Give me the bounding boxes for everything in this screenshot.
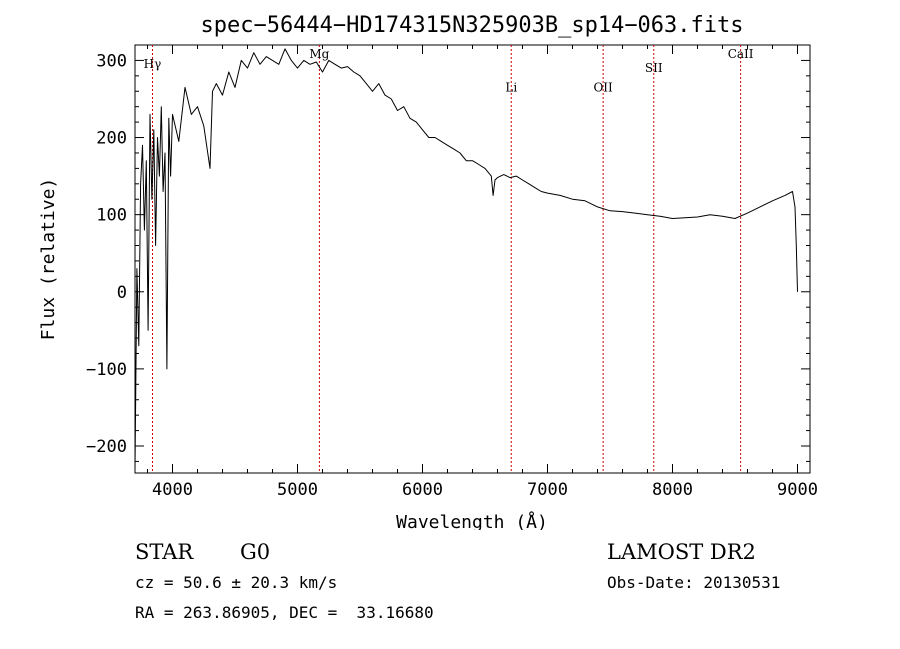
- y-tick-label: 200: [96, 129, 127, 149]
- y-tick-label: 100: [96, 206, 127, 226]
- chart-svg: spec−56444−HD174315N325903B_sp14−063.fit…: [38, 13, 818, 533]
- axis-ticks: 4000 5000 6000 7000 8000 9000 −200 −100 0 100 200 3…: [86, 44, 818, 500]
- x-tick-label: 9000: [777, 480, 818, 500]
- y-axis-label: Flux (relative): [38, 178, 59, 341]
- marker-label: Li: [505, 80, 517, 94]
- marker-label: Mg: [309, 47, 329, 61]
- marker-label: SII: [645, 61, 663, 75]
- y-tick-label: −200: [86, 437, 127, 457]
- x-tick-label: 7000: [527, 480, 568, 500]
- x-tick-label: 8000: [652, 480, 693, 500]
- redshift-cz: cz = 50.6 ± 20.3 km/s: [135, 573, 338, 592]
- chart-title: spec−56444−HD174315N325903B_sp14−063.fit…: [200, 13, 743, 38]
- survey-name: LAMOST DR2: [607, 540, 756, 564]
- y-tick-label: 0: [117, 283, 127, 303]
- marker-label: OII: [593, 80, 613, 94]
- marker-label: Hγ: [144, 57, 162, 71]
- x-axis-label: Wavelength (Å): [396, 511, 548, 530]
- marker-lines: Hγ Mg Li OII SII CaII: [144, 45, 754, 473]
- x-tick-label: 4000: [152, 480, 193, 500]
- marker-label: CaII: [728, 47, 754, 61]
- coordinates: RA = 263.86905, DEC = 33.16680: [135, 603, 434, 622]
- y-tick-label: 300: [96, 51, 127, 71]
- obs-date: Obs-Date: 20130531: [607, 573, 781, 592]
- subclass: G0: [240, 540, 271, 564]
- x-tick-label: 5000: [277, 480, 318, 500]
- spectrum-line: [134, 48, 798, 470]
- x-tick-label: 6000: [402, 480, 443, 500]
- y-tick-label: −100: [86, 360, 127, 380]
- spectrum-series: [134, 48, 798, 470]
- object-class: STAR: [135, 540, 194, 564]
- plot-frame: [134, 44, 811, 474]
